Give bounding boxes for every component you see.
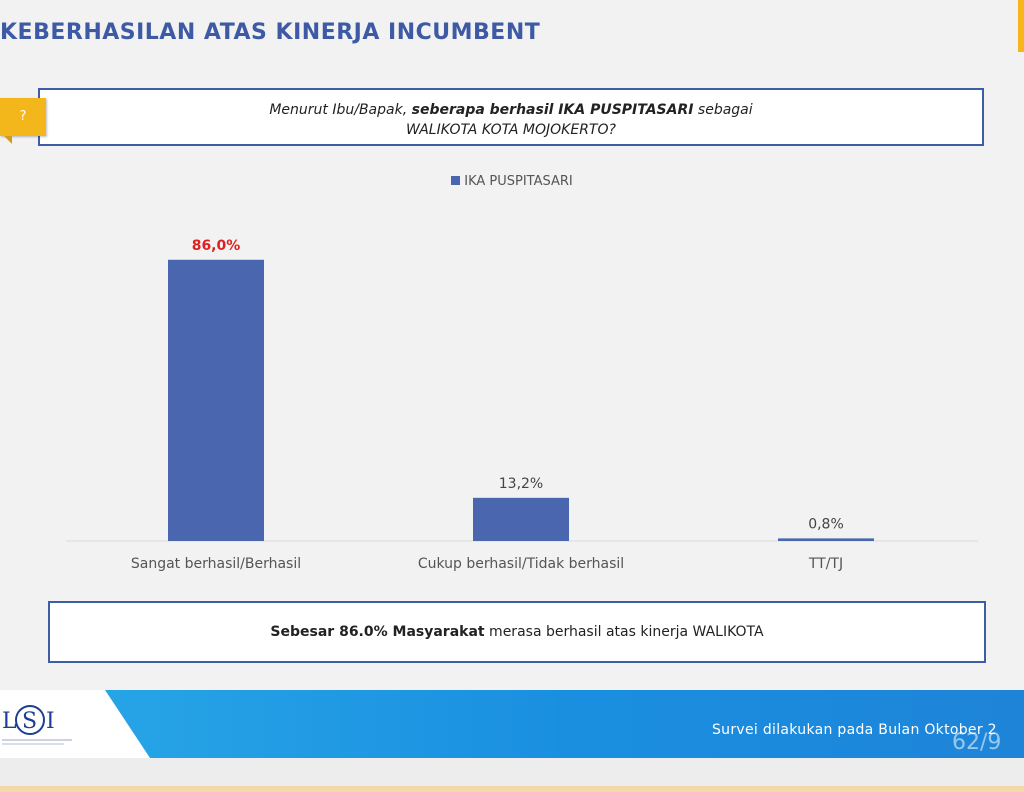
summary-rest: merasa berhasil atas kinerja WALIKOTA (484, 624, 764, 640)
footer-bar (0, 690, 1024, 758)
data-label-1: 13,2% (499, 476, 543, 492)
bar-0 (168, 259, 264, 541)
bar-chart: 86,0% Sangat berhasil/Berhasil 13,2% Cukup … (66, 238, 978, 572)
data-label-0: 86,0% (192, 238, 241, 254)
lsi-logo: L S I (2, 705, 72, 745)
chart-legend: IKA PUSPITASARI (0, 174, 1024, 189)
svg-text:S: S (22, 709, 37, 734)
data-label-2: 0,8% (808, 516, 844, 532)
summary-bold: Sebesar 86.0% Masyarakat (270, 624, 485, 640)
question-line1-post: sebagai (693, 102, 753, 118)
question-mark-tail (4, 136, 12, 144)
question-text: Menurut Ibu/Bapak, seberapa berhasil IKA… (40, 100, 982, 140)
question-line1-bold: seberapa berhasil IKA PUSPITASARI (411, 102, 694, 118)
category-label-1: Cukup berhasil/Tidak berhasil (418, 556, 624, 572)
category-label-2: TT/TJ (808, 556, 843, 572)
category-label-0: Sangat berhasil/Berhasil (131, 556, 301, 572)
question-line2: WALIKOTA KOTA MOJOKERTO? (406, 122, 616, 138)
question-box: Menurut Ibu/Bapak, seberapa berhasil IKA… (38, 88, 984, 146)
legend-label: IKA PUSPITASARI (464, 174, 573, 189)
page-number: 62/9 (952, 730, 1002, 755)
bar-1 (473, 497, 569, 541)
survey-note: Survei dilakukan pada Bulan Oktober 2 (712, 722, 997, 738)
bottom-line (0, 786, 1024, 792)
question-line1-pre: Menurut Ibu/Bapak, (269, 102, 412, 118)
question-mark-icon: ? (0, 98, 46, 136)
corner-accent (1018, 0, 1024, 52)
svg-text:I: I (46, 709, 55, 734)
page-title: KEBERHASILAN ATAS KINERJA INCUMBENT (0, 20, 541, 45)
legend-swatch (451, 176, 461, 185)
bar-2 (778, 538, 874, 541)
svg-text:L: L (2, 709, 17, 734)
summary-box: Sebesar 86.0% Masyarakat merasa berhasil… (48, 601, 986, 663)
